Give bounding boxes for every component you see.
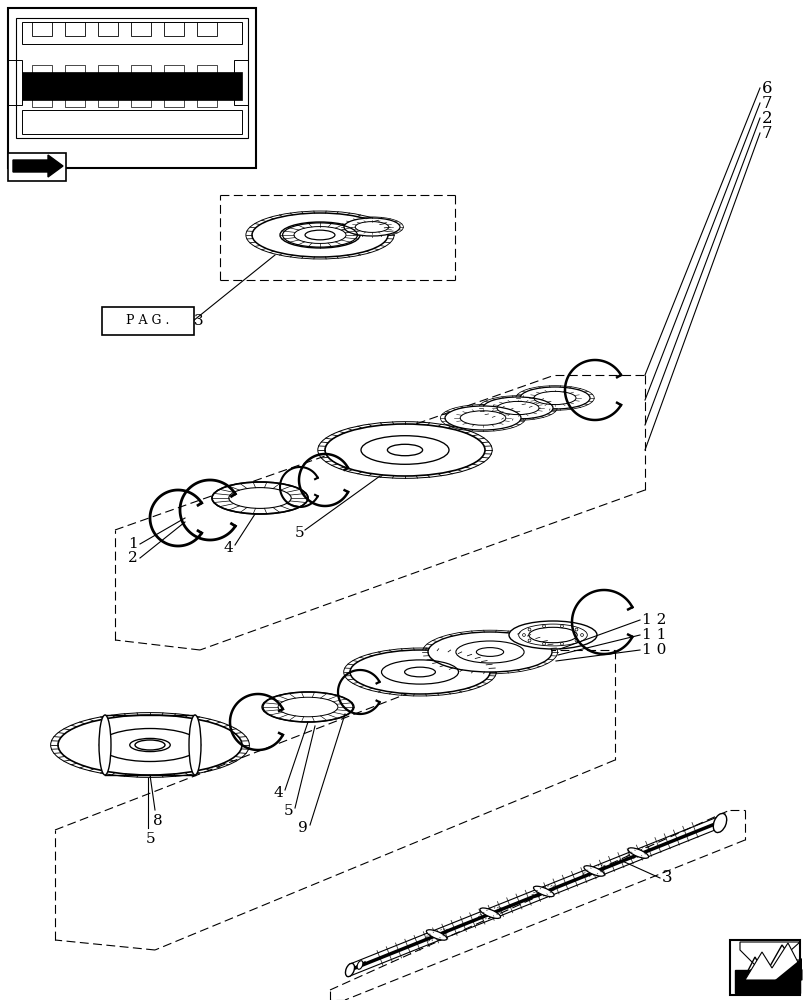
- Polygon shape: [744, 943, 801, 980]
- Text: 2: 2: [128, 551, 138, 565]
- Polygon shape: [734, 970, 799, 993]
- Bar: [729, 940, 799, 995]
- Ellipse shape: [357, 961, 363, 969]
- Ellipse shape: [712, 813, 726, 833]
- Text: 5: 5: [146, 832, 156, 846]
- Ellipse shape: [533, 886, 553, 897]
- Bar: [131, 22, 151, 36]
- Bar: [32, 22, 52, 36]
- Polygon shape: [739, 942, 799, 993]
- Text: 5: 5: [294, 526, 303, 540]
- Ellipse shape: [189, 715, 201, 775]
- Bar: [22, 110, 242, 134]
- Ellipse shape: [427, 632, 551, 672]
- FancyBboxPatch shape: [102, 307, 194, 335]
- Bar: [234, 60, 247, 105]
- Bar: [164, 22, 184, 36]
- Bar: [32, 65, 52, 107]
- Ellipse shape: [324, 424, 484, 476]
- Ellipse shape: [262, 692, 354, 722]
- Text: 4: 4: [273, 786, 283, 800]
- Bar: [22, 72, 242, 100]
- Text: 7: 7: [761, 125, 772, 142]
- Text: 1: 1: [128, 537, 138, 551]
- Bar: [8, 60, 22, 105]
- Ellipse shape: [99, 715, 111, 775]
- Text: 7: 7: [761, 95, 772, 112]
- Bar: [16, 18, 247, 138]
- Bar: [131, 65, 151, 107]
- Text: 6: 6: [761, 80, 771, 97]
- Bar: [65, 22, 85, 36]
- Ellipse shape: [350, 650, 489, 694]
- Ellipse shape: [345, 963, 354, 977]
- Ellipse shape: [483, 397, 552, 419]
- Bar: [22, 22, 242, 44]
- Ellipse shape: [583, 866, 603, 876]
- Text: P A G .: P A G .: [127, 314, 169, 328]
- Ellipse shape: [519, 387, 590, 409]
- Ellipse shape: [508, 621, 596, 649]
- Text: 4: 4: [223, 541, 233, 555]
- Bar: [98, 65, 118, 107]
- Ellipse shape: [212, 482, 307, 514]
- Text: 3: 3: [194, 314, 204, 328]
- Ellipse shape: [627, 848, 648, 858]
- Ellipse shape: [426, 930, 446, 940]
- Text: 2: 2: [761, 110, 772, 127]
- Ellipse shape: [444, 406, 521, 430]
- Bar: [98, 22, 118, 36]
- Ellipse shape: [58, 715, 242, 775]
- Text: 8: 8: [152, 814, 162, 828]
- Bar: [65, 65, 85, 107]
- Text: 5: 5: [283, 804, 293, 818]
- Text: 1 1: 1 1: [642, 628, 666, 642]
- Bar: [164, 65, 184, 107]
- Ellipse shape: [479, 908, 500, 918]
- Bar: [8, 153, 66, 181]
- Ellipse shape: [344, 218, 400, 236]
- Polygon shape: [13, 155, 63, 177]
- Bar: [197, 22, 217, 36]
- Text: 3: 3: [661, 869, 672, 886]
- Bar: [8, 8, 255, 168]
- Ellipse shape: [280, 222, 359, 248]
- Bar: [197, 65, 217, 107]
- Polygon shape: [774, 958, 801, 980]
- Text: 9: 9: [298, 821, 307, 835]
- Text: 1 0: 1 0: [642, 643, 666, 657]
- Ellipse shape: [251, 213, 388, 257]
- Text: 1 2: 1 2: [642, 613, 666, 627]
- Polygon shape: [737, 980, 799, 993]
